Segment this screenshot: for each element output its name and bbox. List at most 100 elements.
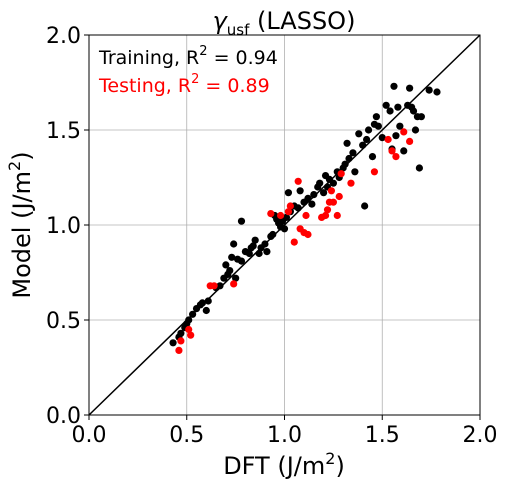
testing-point xyxy=(290,238,298,246)
training-point xyxy=(294,204,302,212)
training-point xyxy=(415,164,423,172)
training-point xyxy=(198,299,206,307)
training-point xyxy=(343,139,351,147)
legend-testing-sup: 2 xyxy=(191,72,199,87)
x-axis-label-end: ) xyxy=(335,452,344,480)
training-point xyxy=(374,122,382,130)
testing-point xyxy=(210,282,218,290)
training-point xyxy=(177,329,185,337)
testing-point xyxy=(302,211,310,220)
y-axis-label-end: ) xyxy=(8,151,36,160)
training-point xyxy=(355,130,363,138)
chart-title-main: γ xyxy=(213,7,229,35)
training-point xyxy=(251,236,259,244)
training-point xyxy=(310,191,318,199)
training-point xyxy=(284,189,293,197)
training-point xyxy=(320,189,328,197)
training-point xyxy=(341,160,349,168)
training-point xyxy=(368,153,377,161)
training-point xyxy=(230,240,238,248)
training-point xyxy=(433,88,441,96)
training-point xyxy=(316,179,324,187)
training-point xyxy=(216,282,224,290)
x-tick-label: 2.0 xyxy=(463,423,498,448)
training-point xyxy=(263,248,271,256)
testing-point xyxy=(185,325,193,334)
chart-title-sub: usf xyxy=(227,21,250,39)
training-point xyxy=(345,154,353,163)
training-point xyxy=(378,134,386,142)
training-point xyxy=(394,103,402,111)
training-point xyxy=(351,168,359,176)
legend-entry-testing: Testing, R2 = 0.89 xyxy=(98,72,270,97)
training-point xyxy=(232,274,240,282)
plot-area xyxy=(88,34,481,416)
training-point xyxy=(245,249,253,258)
testing-point xyxy=(370,168,379,176)
training-point xyxy=(185,316,193,324)
testing-point xyxy=(400,128,408,136)
training-point xyxy=(406,84,414,92)
training-point xyxy=(400,147,408,155)
training-point xyxy=(363,135,371,144)
training-point xyxy=(361,202,369,210)
testing-point xyxy=(406,137,414,145)
legend-training-prefix: Training, R xyxy=(98,47,199,69)
testing-point xyxy=(286,202,294,210)
x-tick-label: 1.5 xyxy=(365,423,400,448)
training-point xyxy=(417,113,425,121)
x-tick-label: 1.0 xyxy=(267,423,302,448)
training-point xyxy=(409,107,418,115)
testing-point xyxy=(392,153,400,161)
x-tick-label: 0.0 xyxy=(72,423,107,448)
legend-entry-training: Training, R2 = 0.94 xyxy=(98,44,278,69)
training-point xyxy=(392,132,400,140)
training-point xyxy=(349,149,357,157)
legend-training-suffix: = 0.94 xyxy=(208,47,278,69)
y-tick-label: 0.0 xyxy=(46,404,81,429)
reference-line xyxy=(88,34,481,416)
training-point xyxy=(382,101,390,109)
y-axis-ticks: 0.0 0.5 1.0 1.5 2.0 xyxy=(46,24,89,429)
x-tick-label: 0.5 xyxy=(169,423,204,448)
training-point xyxy=(237,257,246,265)
training-point xyxy=(372,113,380,121)
training-point xyxy=(396,122,404,130)
y-axis-label-main: Model (J/m xyxy=(8,171,36,299)
testing-point xyxy=(294,177,302,185)
testing-point xyxy=(267,210,275,218)
x-axis-ticks: 0.0 0.5 1.0 1.5 2.0 xyxy=(72,415,498,448)
testing-point xyxy=(335,192,343,201)
legend-testing-suffix: = 0.89 xyxy=(199,75,269,97)
testing-point xyxy=(321,211,330,220)
legend: Training, R2 = 0.94 Testing, R2 = 0.89 xyxy=(98,44,278,97)
training-point xyxy=(411,126,420,134)
training-point xyxy=(280,225,289,233)
training-point xyxy=(308,200,316,208)
training-point xyxy=(222,261,230,269)
chart-title-rest: (LASSO) xyxy=(249,7,355,35)
training-point xyxy=(425,86,433,94)
testing-point xyxy=(323,206,332,214)
y-tick-label: 0.5 xyxy=(46,309,81,334)
training-point xyxy=(386,107,394,115)
y-axis-label-sup: 2 xyxy=(5,161,24,171)
testing-point xyxy=(329,198,337,206)
training-point xyxy=(261,240,269,248)
training-point xyxy=(282,213,291,221)
testing-point xyxy=(327,187,336,195)
training-point xyxy=(255,249,263,258)
data-points xyxy=(169,82,441,354)
training-point xyxy=(169,339,177,347)
testing-point xyxy=(187,331,195,339)
training-point xyxy=(249,242,257,250)
training-point xyxy=(364,126,373,134)
x-axis-label: DFT (J/m2) xyxy=(223,449,345,480)
legend-testing-prefix: Testing, R xyxy=(98,75,191,97)
training-point xyxy=(202,306,210,315)
training-point xyxy=(237,217,246,225)
testing-point xyxy=(177,337,185,345)
training-point xyxy=(204,297,212,305)
x-axis-label-sup: 2 xyxy=(325,449,335,468)
